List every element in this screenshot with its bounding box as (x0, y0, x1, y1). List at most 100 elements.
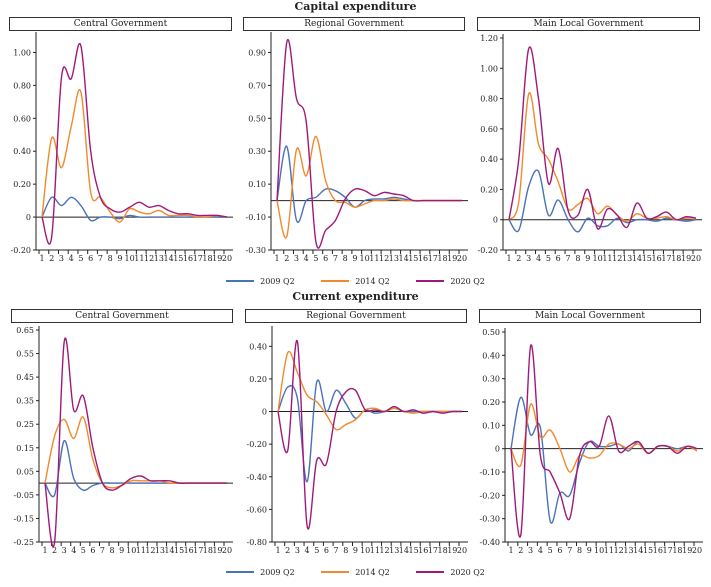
y-tick-label: -0.10 (479, 468, 500, 477)
y-tick-label: -0.80 (246, 538, 267, 547)
x-tick-label: 16 (418, 546, 428, 555)
x-tick-label: 7 (566, 254, 571, 263)
x-tick-label: 6 (324, 546, 329, 555)
series-line-2020-q2 (41, 42, 228, 245)
legend-item-2020: 2020 Q2 (416, 277, 485, 286)
x-tick-label: 5 (313, 254, 318, 263)
x-tick-label: 5 (314, 546, 319, 555)
y-tick-label: 0.15 (16, 444, 34, 453)
x-tick-label: 13 (389, 546, 399, 555)
x-tick-label: 18 (672, 546, 682, 555)
x-tick-label: 12 (379, 254, 389, 263)
x-tick-label: 20 (222, 546, 232, 555)
x-tick-label: 10 (360, 546, 370, 555)
x-tick-label: 2 (285, 546, 290, 555)
x-tick-label: 17 (428, 546, 438, 555)
x-tick-label: 16 (652, 254, 662, 263)
y-tick-label: 0.60 (13, 114, 31, 123)
legend-swatch-2020 (416, 280, 445, 282)
legend-label-2020: 2020 Q2 (450, 567, 485, 577)
legend-item-2009: 2009 Q2 (226, 568, 295, 577)
y-tick-label: 0 (493, 216, 498, 225)
x-tick-label: 14 (399, 546, 409, 555)
x-tick-label: 7 (100, 546, 105, 555)
series-line-2009-q2 (277, 379, 462, 483)
y-tick-label: -0.30 (245, 246, 266, 255)
series-line-2014-q2 (508, 92, 697, 222)
x-tick-label: 20 (457, 546, 467, 555)
y-tick-label: -0.40 (479, 538, 500, 547)
x-tick-label: 1 (42, 546, 47, 555)
x-tick-label: 20 (457, 254, 467, 263)
x-tick-label: 2 (49, 254, 54, 263)
x-tick-label: 4 (538, 546, 543, 555)
y-tick-label: -0.10 (245, 213, 266, 222)
x-tick-label: 13 (154, 254, 164, 263)
y-tick-label: -0.25 (13, 538, 34, 547)
legend-item-2014: 2014 Q2 (321, 277, 390, 286)
x-tick-label: 7 (98, 254, 103, 263)
y-tick-label: 0.40 (482, 351, 500, 360)
y-tick-label: -0.05 (13, 491, 34, 500)
legend-label-2009: 2009 Q2 (260, 567, 295, 577)
y-tick-label: 0.10 (482, 421, 500, 430)
x-tick-label: 19 (447, 254, 457, 263)
x-tick-label: 19 (212, 546, 222, 555)
legend-label-2014: 2014 Q2 (355, 567, 390, 577)
x-tick-label: 3 (526, 254, 531, 263)
panel-title-capital-local: Main Local Government (477, 17, 700, 31)
y-tick-label: -0.15 (13, 514, 34, 523)
y-tick-label: 0.50 (248, 114, 266, 123)
legend-swatch-2014 (321, 280, 350, 282)
x-tick-label: 18 (671, 254, 681, 263)
y-tick-label: -0.60 (246, 505, 267, 514)
x-tick-label: 11 (134, 254, 144, 263)
y-tick-label: 0.20 (13, 180, 31, 189)
legend-swatch-2009 (226, 571, 255, 573)
x-tick-label: 1 (506, 254, 511, 263)
x-tick-label: 1 (39, 254, 44, 263)
y-tick-label: 0.70 (248, 81, 266, 90)
y-tick-label: 0.20 (249, 375, 267, 384)
x-tick-label: 9 (587, 546, 592, 555)
y-tick-label: 1.20 (480, 34, 498, 43)
y-tick-label: 0.80 (480, 95, 498, 104)
y-tick-label: -0.20 (10, 246, 31, 255)
x-tick-label: 6 (556, 254, 561, 263)
series-line-2009-q2 (510, 396, 698, 524)
x-tick-label: 19 (447, 546, 457, 555)
x-tick-label: 2 (52, 546, 57, 555)
y-tick-label: 0.50 (482, 328, 500, 337)
x-tick-label: 17 (663, 546, 673, 555)
y-tick-label: 0.55 (16, 350, 34, 359)
x-tick-label: 10 (360, 254, 370, 263)
legend-swatch-2020 (416, 571, 445, 573)
y-tick-label: 0.60 (480, 125, 498, 134)
x-tick-label: 2 (516, 254, 521, 263)
x-tick-label: 14 (633, 546, 643, 555)
series-line-2009-q2 (508, 169, 697, 233)
x-tick-label: 1 (508, 546, 513, 555)
x-tick-label: 7 (333, 254, 338, 263)
x-tick-label: 4 (536, 254, 541, 263)
x-tick-label: 10 (594, 546, 604, 555)
legend-item-2014: 2014 Q2 (321, 568, 390, 577)
x-tick-label: 5 (548, 546, 553, 555)
x-tick-label: 15 (643, 546, 653, 555)
x-tick-label: 3 (528, 546, 533, 555)
x-tick-label: 5 (78, 254, 83, 263)
series-line-2020-q2 (276, 38, 462, 249)
x-tick-label: 2 (284, 254, 289, 263)
x-tick-label: 14 (163, 254, 173, 263)
x-tick-label: 12 (612, 254, 622, 263)
x-tick-label: 1 (275, 546, 280, 555)
x-tick-label: 10 (592, 254, 602, 263)
y-tick-label: 0.35 (16, 397, 34, 406)
x-tick-label: 17 (428, 254, 438, 263)
panel-title-capital-central: Central Government (9, 17, 232, 31)
x-tick-label: 9 (117, 254, 122, 263)
x-tick-label: 6 (557, 546, 562, 555)
x-tick-label: 19 (682, 546, 692, 555)
x-tick-label: 15 (408, 546, 418, 555)
